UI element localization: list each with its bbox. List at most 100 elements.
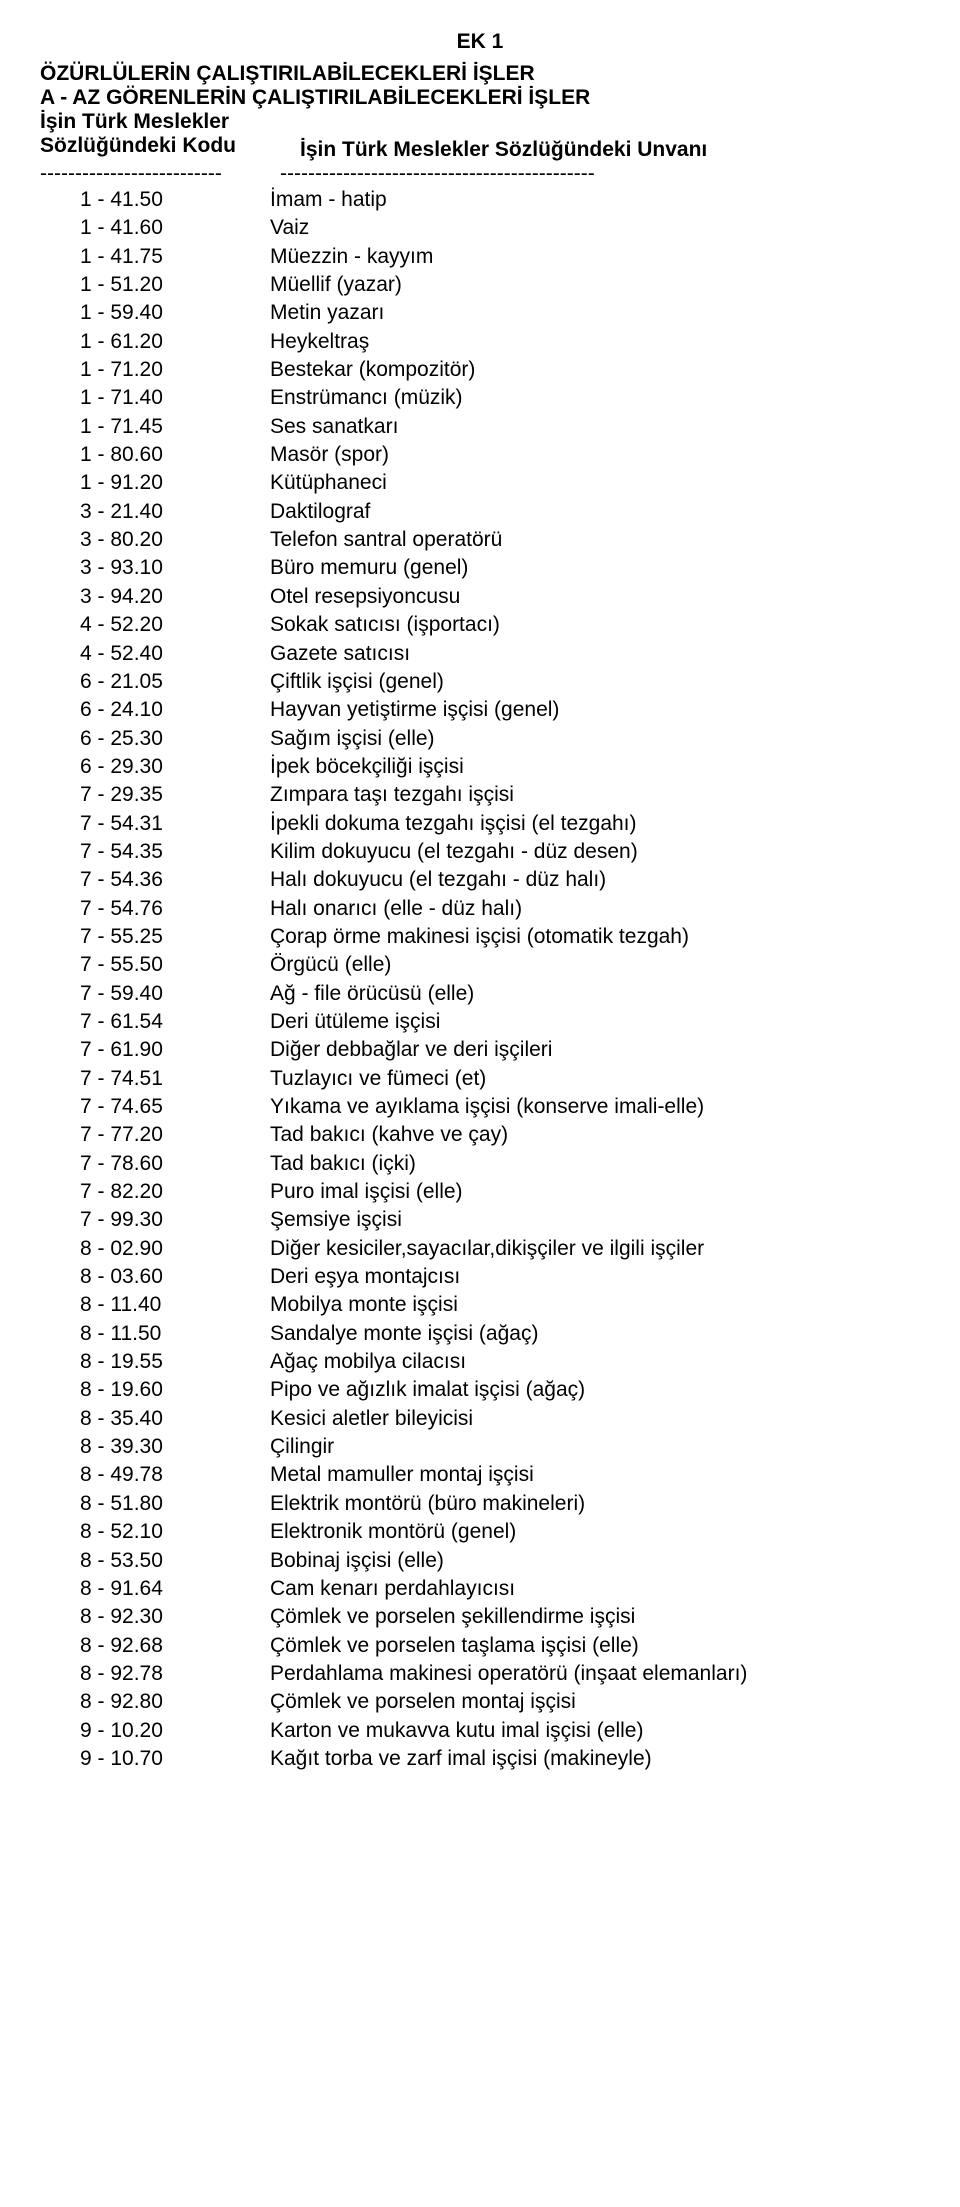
job-code: 8 - 52.10	[40, 1518, 270, 1546]
job-title: İpekli dokuma tezgahı işçisi (el tezgahı…	[270, 810, 920, 838]
job-title: Pipo ve ağızlık imalat işçisi (ağaç)	[270, 1376, 920, 1404]
header-right-text: İşin Türk Meslekler Sözlüğündeki Unvanı	[300, 138, 920, 162]
job-title: Cam kenarı perdahlayıcısı	[270, 1575, 920, 1603]
job-title: Diğer kesiciler,sayacılar,dikişçiler ve …	[270, 1235, 920, 1263]
job-row: 1 - 41.75Müezzin - kayyım	[40, 243, 920, 271]
job-code: 7 - 54.35	[40, 838, 270, 866]
job-code: 8 - 39.30	[40, 1433, 270, 1461]
job-row: 7 - 61.90Diğer debbağlar ve deri işçiler…	[40, 1036, 920, 1064]
job-title: Kütüphaneci	[270, 469, 920, 497]
job-row: 7 - 54.31İpekli dokuma tezgahı işçisi (e…	[40, 810, 920, 838]
job-code: 8 - 92.78	[40, 1660, 270, 1688]
job-title: Perdahlama makinesi operatörü (inşaat el…	[270, 1660, 920, 1688]
job-code: 1 - 51.20	[40, 271, 270, 299]
job-code: 8 - 19.55	[40, 1348, 270, 1376]
job-row: 8 - 51.80Elektrik montörü (büro makinele…	[40, 1490, 920, 1518]
job-row: 1 - 51.20Müellif (yazar)	[40, 271, 920, 299]
job-title: Müellif (yazar)	[270, 271, 920, 299]
job-title: Çömlek ve porselen şekillendirme işçisi	[270, 1603, 920, 1631]
job-row: 8 - 92.78Perdahlama makinesi operatörü (…	[40, 1660, 920, 1688]
job-code: 7 - 78.60	[40, 1150, 270, 1178]
job-title: Halı onarıcı (elle - düz halı)	[270, 895, 920, 923]
job-code: 7 - 54.76	[40, 895, 270, 923]
job-row: 7 - 55.50Örgücü (elle)	[40, 951, 920, 979]
job-title: Mobilya monte işçisi	[270, 1291, 920, 1319]
job-title: Gazete satıcısı	[270, 640, 920, 668]
job-row: 8 - 52.10Elektronik montörü (genel)	[40, 1518, 920, 1546]
job-code: 8 - 92.80	[40, 1688, 270, 1716]
job-code: 1 - 80.60	[40, 441, 270, 469]
job-code: 4 - 52.40	[40, 640, 270, 668]
job-title: Bestekar (kompozitör)	[270, 356, 920, 384]
job-title: Büro memuru (genel)	[270, 554, 920, 582]
job-title: Zımpara taşı tezgahı işçisi	[270, 781, 920, 809]
separator-left: --------------------------	[40, 162, 280, 186]
job-title: Şemsiye işçisi	[270, 1206, 920, 1234]
job-row: 8 - 35.40Kesici aletler bileyicisi	[40, 1405, 920, 1433]
job-row: 7 - 82.20Puro imal işçisi (elle)	[40, 1178, 920, 1206]
job-row: 1 - 61.20Heykeltraş	[40, 328, 920, 356]
job-title: Puro imal işçisi (elle)	[270, 1178, 920, 1206]
job-title: Deri eşya montajcısı	[270, 1263, 920, 1291]
job-code: 8 - 11.50	[40, 1320, 270, 1348]
job-title: Çorap örme makinesi işçisi (otomatik tez…	[270, 923, 920, 951]
job-title: Örgücü (elle)	[270, 951, 920, 979]
job-row: 8 - 92.80Çömlek ve porselen montaj işçis…	[40, 1688, 920, 1716]
job-title: Enstrümancı (müzik)	[270, 384, 920, 412]
separator-right: ----------------------------------------…	[280, 162, 920, 186]
job-code: 6 - 29.30	[40, 753, 270, 781]
job-code: 8 - 92.30	[40, 1603, 270, 1631]
job-title: Heykeltraş	[270, 328, 920, 356]
appendix-label: EK 1	[40, 30, 920, 54]
job-title: Sokak satıcısı (işportacı)	[270, 611, 920, 639]
job-code: 1 - 41.75	[40, 243, 270, 271]
job-title: Sağım işçisi (elle)	[270, 725, 920, 753]
job-title: Bobinaj işçisi (elle)	[270, 1547, 920, 1575]
job-row: 8 - 03.60Deri eşya montajcısı	[40, 1263, 920, 1291]
job-code: 8 - 02.90	[40, 1235, 270, 1263]
job-title: Metal mamuller montaj işçisi	[270, 1461, 920, 1489]
job-code: 8 - 51.80	[40, 1490, 270, 1518]
job-code: 1 - 41.60	[40, 214, 270, 242]
job-row: 9 - 10.20Karton ve mukavva kutu imal işç…	[40, 1717, 920, 1745]
header-right: İşin Türk Meslekler Sözlüğündeki Unvanı	[300, 110, 920, 162]
job-row: 7 - 29.35Zımpara taşı tezgahı işçisi	[40, 781, 920, 809]
job-code: 9 - 10.70	[40, 1745, 270, 1773]
job-row: 7 - 54.36Halı dokuyucu (el tezgahı - düz…	[40, 866, 920, 894]
job-code: 1 - 61.20	[40, 328, 270, 356]
job-title: Deri ütüleme işçisi	[270, 1008, 920, 1036]
job-code: 8 - 19.60	[40, 1376, 270, 1404]
job-row: 8 - 11.40Mobilya monte işçisi	[40, 1291, 920, 1319]
job-row: 7 - 74.65Yıkama ve ayıklama işçisi (kons…	[40, 1093, 920, 1121]
job-row: 1 - 41.50İmam - hatip	[40, 186, 920, 214]
job-row: 7 - 99.30Şemsiye işçisi	[40, 1206, 920, 1234]
job-title: Telefon santral operatörü	[270, 526, 920, 554]
job-row: 7 - 59.40Ağ - file örücüsü (elle)	[40, 980, 920, 1008]
job-title: Kesici aletler bileyicisi	[270, 1405, 920, 1433]
job-code: 1 - 91.20	[40, 469, 270, 497]
job-row: 6 - 29.30İpek böcekçiliği işçisi	[40, 753, 920, 781]
job-row: 8 - 19.60Pipo ve ağızlık imalat işçisi (…	[40, 1376, 920, 1404]
job-row: 1 - 71.45Ses sanatkarı	[40, 413, 920, 441]
job-row: 8 - 49.78Metal mamuller montaj işçisi	[40, 1461, 920, 1489]
job-title: Hayvan yetiştirme işçisi (genel)	[270, 696, 920, 724]
job-code: 7 - 74.51	[40, 1065, 270, 1093]
job-title: Vaiz	[270, 214, 920, 242]
job-title: Çömlek ve porselen montaj işçisi	[270, 1688, 920, 1716]
job-row: 8 - 19.55Ağaç mobilya cilacısı	[40, 1348, 920, 1376]
job-row: 4 - 52.20Sokak satıcısı (işportacı)	[40, 611, 920, 639]
job-row: 3 - 21.40Daktilograf	[40, 498, 920, 526]
job-title: Ağaç mobilya cilacısı	[270, 1348, 920, 1376]
job-code: 3 - 94.20	[40, 583, 270, 611]
header-left-line2: Sözlüğündeki Kodu	[40, 134, 300, 158]
job-title: Tad bakıcı (kahve ve çay)	[270, 1121, 920, 1149]
job-title: Çilingir	[270, 1433, 920, 1461]
job-code: 9 - 10.20	[40, 1717, 270, 1745]
job-code: 7 - 29.35	[40, 781, 270, 809]
header-left-line1: İşin Türk Meslekler	[40, 110, 300, 134]
job-row: 7 - 78.60Tad bakıcı (içki)	[40, 1150, 920, 1178]
job-code: 7 - 54.31	[40, 810, 270, 838]
job-row: 3 - 94.20Otel resepsiyoncusu	[40, 583, 920, 611]
job-code: 7 - 54.36	[40, 866, 270, 894]
job-code: 1 - 59.40	[40, 299, 270, 327]
